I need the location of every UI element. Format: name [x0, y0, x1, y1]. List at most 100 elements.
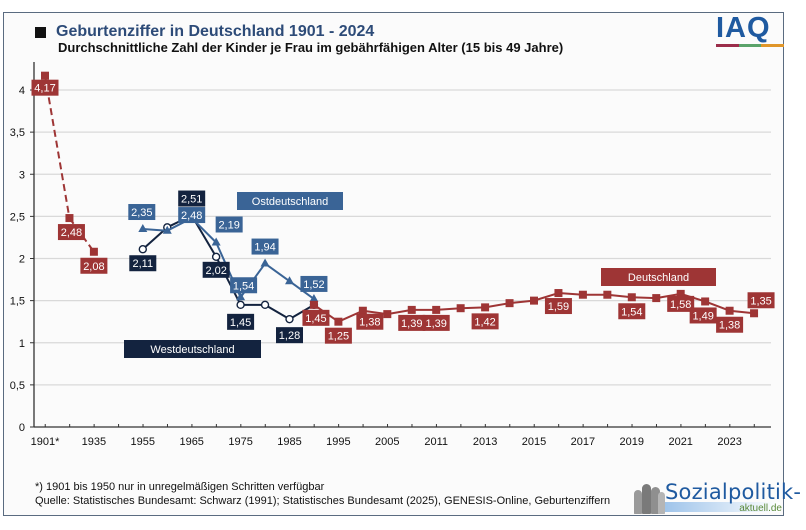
data-point-deutschland — [456, 304, 465, 313]
series-line-west — [288, 303, 315, 321]
iaq-logo-text: IAQ — [716, 12, 771, 44]
data-label: 1,54 — [621, 306, 642, 318]
series-line-deutschland — [460, 306, 486, 310]
x-tick-label: 2015 — [522, 436, 546, 448]
data-point-ost — [138, 224, 148, 233]
data-point-deutschland — [358, 306, 367, 315]
data-point-deutschland — [383, 310, 392, 319]
data-label-box — [178, 207, 206, 224]
data-label: 1,58 — [670, 299, 691, 311]
legend-box-west — [124, 340, 261, 358]
y-tick-label: 4 — [19, 85, 25, 97]
y-tick-label: 1,5 — [10, 296, 25, 308]
person-silhouette-icon — [642, 484, 651, 514]
series-line-deutschland — [337, 309, 364, 323]
data-label-box — [398, 314, 426, 331]
iaq-bar-segment — [716, 44, 739, 47]
chart-title: Geburtenziffer in Deutschland 1901 - 202… — [56, 23, 375, 40]
data-point-deutschland — [725, 306, 734, 315]
iaq-bar-segment — [761, 44, 785, 47]
data-point-ost — [236, 292, 246, 301]
data-label-box — [544, 298, 572, 315]
y-tick-label: 0 — [19, 422, 25, 434]
data-label: 1,35 — [750, 295, 771, 307]
x-tick-label: 1955 — [131, 436, 155, 448]
data-point-deutschland — [309, 300, 318, 309]
x-tick-label: 2021 — [668, 436, 692, 448]
series-line-west — [264, 303, 291, 321]
data-point-west — [138, 245, 148, 254]
legend-label-deutschland: Deutschland — [628, 272, 689, 284]
legend-box-deutschland — [601, 268, 716, 286]
data-label: 1,49 — [692, 310, 713, 322]
data-point-west — [285, 314, 294, 324]
data-label: 1,39 — [401, 318, 422, 330]
series-line-deutschland — [704, 300, 730, 312]
iaq-logo-bar — [716, 44, 785, 47]
data-label-box — [227, 313, 255, 330]
data-point-deutschland — [701, 297, 710, 306]
data-point-deutschland — [334, 317, 343, 326]
data-label: 2,08 — [83, 261, 104, 273]
x-tick-label: 1935 — [82, 436, 106, 448]
data-point-deutschland — [578, 290, 587, 299]
data-point-deutschland — [481, 303, 490, 312]
x-tick-label: 1995 — [326, 436, 350, 448]
series-line-deutschland — [509, 299, 535, 305]
data-point-deutschland — [505, 299, 514, 308]
data-label-box — [129, 255, 157, 272]
data-point-ost — [285, 276, 294, 285]
x-tick-label: 2011 — [424, 436, 448, 448]
series-line-ost — [142, 228, 168, 232]
title-bullet-icon — [35, 26, 46, 38]
x-tick-label: 1965 — [179, 436, 203, 448]
series-line-deutschland — [631, 296, 657, 300]
sozialpolitik-logo: Sozialpolitik- aktuell.de — [632, 480, 801, 514]
series-line-deutschland — [533, 292, 559, 302]
legend-label-ost: Ostdeutschland — [252, 196, 328, 208]
data-label: 1,45 — [305, 313, 326, 325]
data-label: 2,48 — [61, 227, 82, 239]
data-point-deutschland — [554, 289, 563, 298]
legend-box-ost — [237, 192, 343, 210]
source-note: Quelle: Statistisches Bundesamt: Schwarz… — [35, 495, 611, 507]
data-point-ost — [260, 258, 270, 267]
person-silhouette-icon — [658, 492, 665, 514]
data-label-box — [618, 303, 646, 320]
data-point-deutschland — [41, 71, 49, 80]
data-label-box — [178, 190, 206, 207]
x-tick-label: 2013 — [473, 436, 497, 448]
person-silhouette-icon — [634, 490, 642, 514]
data-label-box — [716, 316, 744, 333]
data-point-ost — [162, 225, 172, 234]
data-point-deutschland — [407, 305, 416, 314]
data-label-box — [128, 204, 156, 221]
data-label: 2,02 — [205, 265, 226, 277]
data-label: 1,94 — [254, 242, 275, 254]
data-label-box — [215, 216, 243, 233]
footnote: *) 1901 bis 1950 nur in unregelmäßigen S… — [35, 481, 325, 493]
x-tick-label: 1975 — [228, 436, 252, 448]
data-point-west — [236, 300, 245, 310]
data-label-box — [302, 309, 330, 326]
iaq-logo: IAQ — [716, 12, 785, 47]
data-label-box — [324, 327, 352, 344]
x-tick-label: 2019 — [620, 436, 644, 448]
data-label: 1,54 — [233, 280, 254, 292]
data-point-deutschland — [750, 309, 759, 318]
data-point-deutschland — [627, 293, 636, 302]
data-label: 2,48 — [181, 210, 202, 222]
data-point-deutschland — [530, 296, 538, 305]
data-label: 1,28 — [279, 330, 300, 342]
series-line-deutschland — [558, 292, 583, 296]
data-label-box — [230, 277, 258, 294]
data-label: 1,38 — [359, 317, 380, 329]
logo-main-text: Sozialpolitik- — [665, 480, 802, 504]
data-point-deutschland — [65, 214, 74, 223]
data-point-deutschland — [652, 294, 661, 303]
legend-label-west: Westdeutschland — [150, 344, 234, 356]
data-label-box — [57, 224, 85, 241]
x-tick-label: 1985 — [277, 436, 301, 448]
x-tick-label: 2023 — [717, 436, 741, 448]
